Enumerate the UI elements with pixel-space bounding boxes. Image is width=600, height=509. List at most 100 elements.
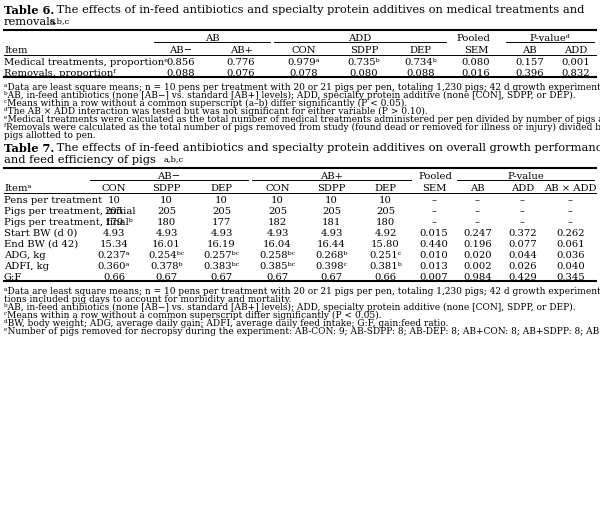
Text: 0.832: 0.832 [561, 69, 590, 78]
Text: 0.237ᵃ: 0.237ᵃ [98, 250, 130, 260]
Text: 0.734ᵇ: 0.734ᵇ [404, 58, 437, 67]
Text: 10: 10 [160, 195, 173, 205]
Text: –: – [568, 195, 573, 205]
Text: 0.196: 0.196 [463, 240, 492, 248]
Text: 180: 180 [157, 217, 176, 227]
Text: 0.262: 0.262 [556, 229, 585, 238]
Text: DEP: DEP [409, 46, 431, 55]
Text: AB−: AB− [157, 172, 181, 181]
Text: tions included pig days to account for morbidity and mortality.: tions included pig days to account for m… [4, 294, 292, 303]
Text: 0.735ᵇ: 0.735ᵇ [347, 58, 380, 67]
Text: DEP: DEP [211, 184, 233, 192]
Text: 4.92: 4.92 [374, 229, 397, 238]
Text: 0.001: 0.001 [561, 58, 590, 67]
Text: 0.013: 0.013 [419, 262, 448, 270]
Text: 0.385ᵇᶜ: 0.385ᵇᶜ [260, 262, 296, 270]
Text: 0.383ᵇᶜ: 0.383ᵇᶜ [203, 262, 239, 270]
Text: 0.776: 0.776 [227, 58, 255, 67]
Text: a,b,c: a,b,c [164, 155, 184, 163]
Text: pigs allotted to pen.: pigs allotted to pen. [4, 131, 96, 140]
Text: 0.396: 0.396 [515, 69, 544, 78]
Text: –: – [520, 195, 525, 205]
Text: 0.061: 0.061 [556, 240, 585, 248]
Text: DEP: DEP [374, 184, 397, 192]
Text: CON: CON [102, 184, 126, 192]
Text: a,b,c: a,b,c [50, 17, 70, 25]
Text: 0.015: 0.015 [419, 229, 448, 238]
Text: 205: 205 [322, 207, 341, 216]
Text: 0.088: 0.088 [406, 69, 435, 78]
Text: 0.268ᵇ: 0.268ᵇ [315, 250, 348, 260]
Text: 15.80: 15.80 [371, 240, 400, 248]
Text: 16.44: 16.44 [317, 240, 346, 248]
Text: –: – [568, 217, 573, 227]
Text: ᵇAB, in-feed antibiotics (none [AB−] vs. standard [AB+] levels); ADD, specialty : ᵇAB, in-feed antibiotics (none [AB−] vs.… [4, 302, 575, 312]
Text: 0.440: 0.440 [419, 240, 448, 248]
Text: 0.247: 0.247 [463, 229, 492, 238]
Text: –: – [520, 217, 525, 227]
Text: Pigs per treatment, initial: Pigs per treatment, initial [4, 207, 136, 216]
Text: –: – [431, 217, 437, 227]
Text: 4.93: 4.93 [211, 229, 233, 238]
Text: SDPP: SDPP [350, 46, 378, 55]
Text: 0.372: 0.372 [508, 229, 537, 238]
Text: ᵈBW, body weight; ADG, average daily gain; ADFI, average daily feed intake; G:F,: ᵈBW, body weight; ADG, average daily gai… [4, 318, 449, 327]
Text: 0.378ᵇ: 0.378ᵇ [150, 262, 183, 270]
Text: 205: 205 [157, 207, 176, 216]
Text: 0.078: 0.078 [289, 69, 318, 78]
Text: AB−: AB− [170, 46, 193, 55]
Text: P-valueᵈ: P-valueᵈ [530, 34, 571, 43]
Text: 4.93: 4.93 [266, 229, 289, 238]
Text: AB: AB [522, 46, 537, 55]
Text: 4.93: 4.93 [103, 229, 125, 238]
Text: 0.077: 0.077 [508, 240, 537, 248]
Text: Pens per treatment: Pens per treatment [4, 195, 102, 205]
Text: SEM: SEM [464, 46, 488, 55]
Text: ᵉMedical treatments were calculated as the total number of medical treatments ad: ᵉMedical treatments were calculated as t… [4, 115, 600, 124]
Text: 0.020: 0.020 [463, 250, 492, 260]
Text: ᵇAB, in-feed antibiotics (none [AB−] vs. standard [AB+] levels); ADD, specialty : ᵇAB, in-feed antibiotics (none [AB−] vs.… [4, 91, 575, 100]
Text: 182: 182 [268, 217, 287, 227]
Text: ADG, kg: ADG, kg [4, 250, 46, 260]
Text: –: – [431, 207, 437, 216]
Text: 10: 10 [325, 195, 338, 205]
Text: SEM: SEM [422, 184, 446, 192]
Text: 0.076: 0.076 [227, 69, 255, 78]
Text: –: – [475, 217, 480, 227]
Text: CON: CON [291, 46, 316, 55]
Text: 0.257ᵇᶜ: 0.257ᵇᶜ [203, 250, 239, 260]
Text: 0.040: 0.040 [556, 262, 585, 270]
Text: ADD: ADD [349, 34, 371, 43]
Text: End BW (d 42): End BW (d 42) [4, 240, 78, 248]
Text: ᶜMeans within a row without a common superscript differ significantly (P < 0.05): ᶜMeans within a row without a common sup… [4, 310, 382, 320]
Text: 0.360ᵃ: 0.360ᵃ [98, 262, 130, 270]
Text: 0.67: 0.67 [155, 272, 178, 281]
Text: 0.67: 0.67 [320, 272, 343, 281]
Text: ᶜMeans within a row without a common superscript (a–b) differ significantly (P <: ᶜMeans within a row without a common sup… [4, 99, 407, 108]
Text: 0.429: 0.429 [508, 272, 537, 281]
Text: Pooled: Pooled [456, 34, 490, 43]
Text: 179: 179 [104, 217, 124, 227]
Text: 0.002: 0.002 [463, 262, 492, 270]
Text: 16.01: 16.01 [152, 240, 181, 248]
Text: 0.007: 0.007 [419, 272, 448, 281]
Text: 0.345: 0.345 [556, 272, 585, 281]
Text: CON: CON [265, 184, 290, 192]
Text: 0.67: 0.67 [211, 272, 233, 281]
Text: 0.026: 0.026 [508, 262, 537, 270]
Text: G:F: G:F [4, 272, 22, 281]
Text: 0.984: 0.984 [463, 272, 492, 281]
Text: 0.398ᶜ: 0.398ᶜ [316, 262, 347, 270]
Text: AB+: AB+ [230, 46, 253, 55]
Text: SDPP: SDPP [317, 184, 346, 192]
Text: 0.044: 0.044 [508, 250, 537, 260]
Text: The effects of in-feed antibiotics and specialty protein additives on overall gr: The effects of in-feed antibiotics and s… [53, 143, 600, 153]
Text: 10: 10 [379, 195, 392, 205]
Text: Pooled: Pooled [418, 172, 452, 181]
Text: removals: removals [4, 17, 56, 27]
Text: AB × ADD: AB × ADD [544, 184, 597, 192]
Text: ᵃData are least square means; n = 10 pens per treatment with 20 or 21 pigs per p: ᵃData are least square means; n = 10 pen… [4, 83, 600, 92]
Text: 0.088: 0.088 [167, 69, 196, 78]
Text: 180: 180 [376, 217, 395, 227]
Text: The effects of in-feed antibiotics and specialty protein additives on medical tr: The effects of in-feed antibiotics and s… [53, 5, 584, 15]
